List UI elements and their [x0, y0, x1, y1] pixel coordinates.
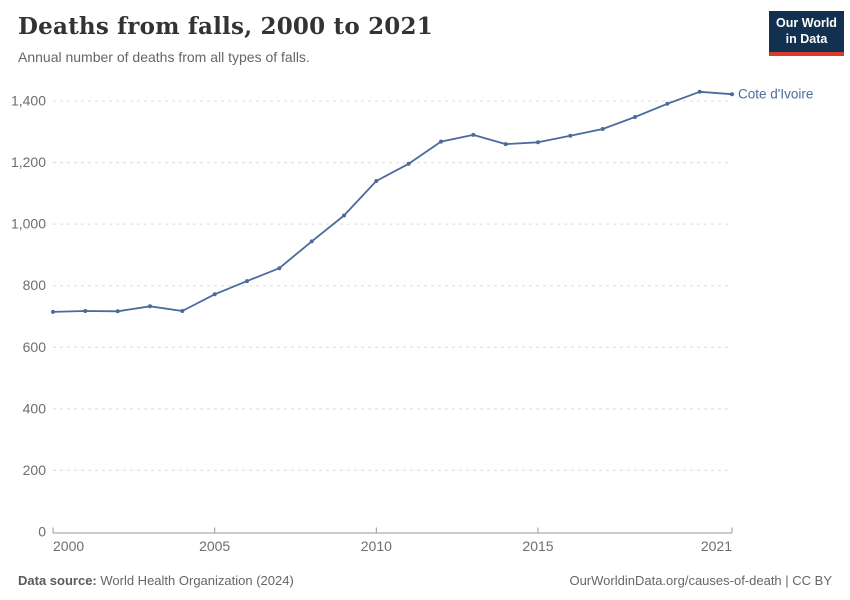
data-point-2008: [309, 239, 314, 244]
x-tick-label-2005: 2005: [199, 538, 230, 554]
y-tick-label-1000: 1,000: [11, 216, 46, 232]
x-tick-label-2010: 2010: [361, 538, 392, 554]
data-source: Data source: World Health Organization (…: [18, 573, 294, 588]
x-tick-label-2015: 2015: [522, 538, 553, 554]
data-point-2016: [568, 133, 573, 138]
y-tick-label-400: 400: [23, 400, 47, 416]
entity-label: Cote d'Ivoire: [738, 87, 813, 102]
chart-subtitle: Annual number of deaths from all types o…: [18, 48, 310, 65]
page-title: Deaths from falls, 2000 to 2021: [18, 13, 433, 40]
y-tick-label-800: 800: [23, 277, 47, 293]
x-tick-label-2021: 2021: [701, 538, 732, 554]
data-point-2005: [212, 292, 217, 297]
owid-logo: Our World in Data: [769, 11, 844, 57]
y-tick-label-0: 0: [38, 524, 46, 540]
owid-logo-line1: Our World: [776, 16, 837, 30]
y-tick-label-1200: 1,200: [11, 154, 46, 170]
data-point-2003: [148, 304, 152, 309]
data-point-2015: [536, 140, 540, 145]
data-point-2020: [697, 89, 702, 94]
data-point-2017: [600, 127, 605, 131]
data-point-2011: [406, 161, 411, 166]
chart-footer: Data source: World Health Organization (…: [18, 573, 832, 588]
data-point-2013: [471, 132, 476, 137]
credit-line: OurWorldinData.org/causes-of-death | CC …: [569, 573, 832, 588]
data-point-2002: [115, 309, 120, 314]
data-point-2018: [633, 115, 637, 119]
y-tick-label-200: 200: [23, 462, 47, 478]
data-point-2012: [439, 139, 443, 144]
data-point-2007: [277, 266, 282, 271]
data-source-label: Data source:: [18, 573, 97, 588]
data-point-2009: [342, 213, 346, 218]
data-point-2021: [730, 92, 734, 97]
owid-logo-line2: in Data: [785, 31, 828, 46]
data-line: [52, 90, 733, 313]
data-point-2006: [245, 279, 249, 284]
data-point-2010: [374, 179, 379, 183]
data-point-2019: [665, 101, 670, 106]
data-point-2000: [51, 309, 55, 314]
y-tick-label-1400: 1,400: [11, 93, 46, 109]
data-source-value: World Health Organization (2024): [96, 573, 294, 588]
data-point-2001: [83, 309, 88, 313]
x-tick-label-2000: 2000: [53, 538, 84, 554]
data-point-2004: [180, 309, 185, 313]
chart-header: Deaths from falls, 2000 to 2021 Annual n…: [18, 13, 760, 65]
data-point-2014: [503, 142, 508, 147]
y-tick-label-600: 600: [23, 339, 47, 355]
